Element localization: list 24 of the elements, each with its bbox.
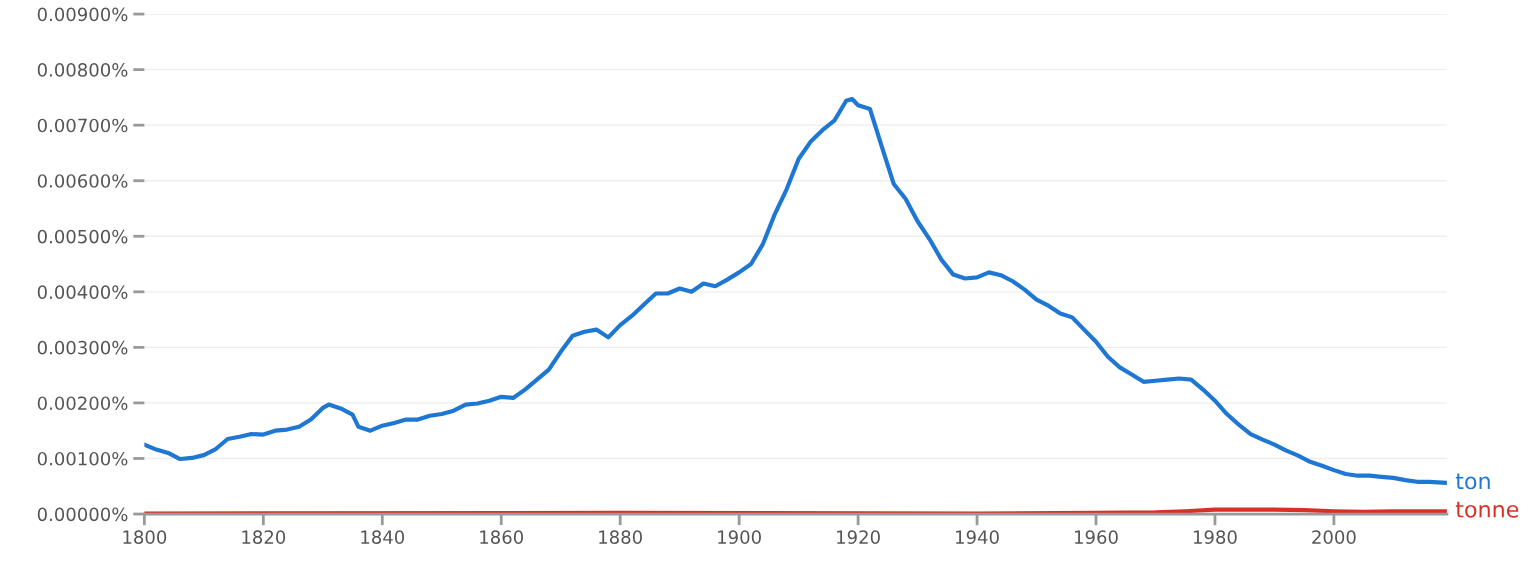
y-tick-label: 0.00000% [37,507,128,522]
y-tick-label: 0.00300% [37,340,128,355]
y-tick-label: 0.00500% [37,229,128,244]
x-tick-label: 1980 [1193,530,1237,544]
x-tick-label: 1820 [242,530,286,544]
y-tick-label: 0.00700% [37,118,128,133]
x-tick-label: 1860 [480,530,524,544]
x-tick-label: 1920 [837,530,880,544]
line-series [144,96,1447,485]
x-tick-label: 1960 [1075,530,1118,544]
series-label: tonne [1455,501,1519,518]
series-label: ton [1455,473,1490,490]
y-tick-label: 0.00200% [37,396,128,411]
x-tick-label: 1940 [956,530,999,544]
x-tick-label: 1900 [718,530,761,544]
y-tick-label: 0.00400% [37,285,128,299]
y-tick-label: 0.00900% [37,7,128,22]
x-tick-label: 1800 [123,530,167,544]
y-tick-label: 0.00600% [37,174,128,188]
x-tick-label: 2000 [1312,530,1356,544]
x-tick-label: 1840 [361,530,405,544]
y-tick-label: 0.00800% [37,63,128,77]
y-tick-label: 0.00100% [37,451,128,466]
x-tick-label: 1880 [599,530,642,544]
